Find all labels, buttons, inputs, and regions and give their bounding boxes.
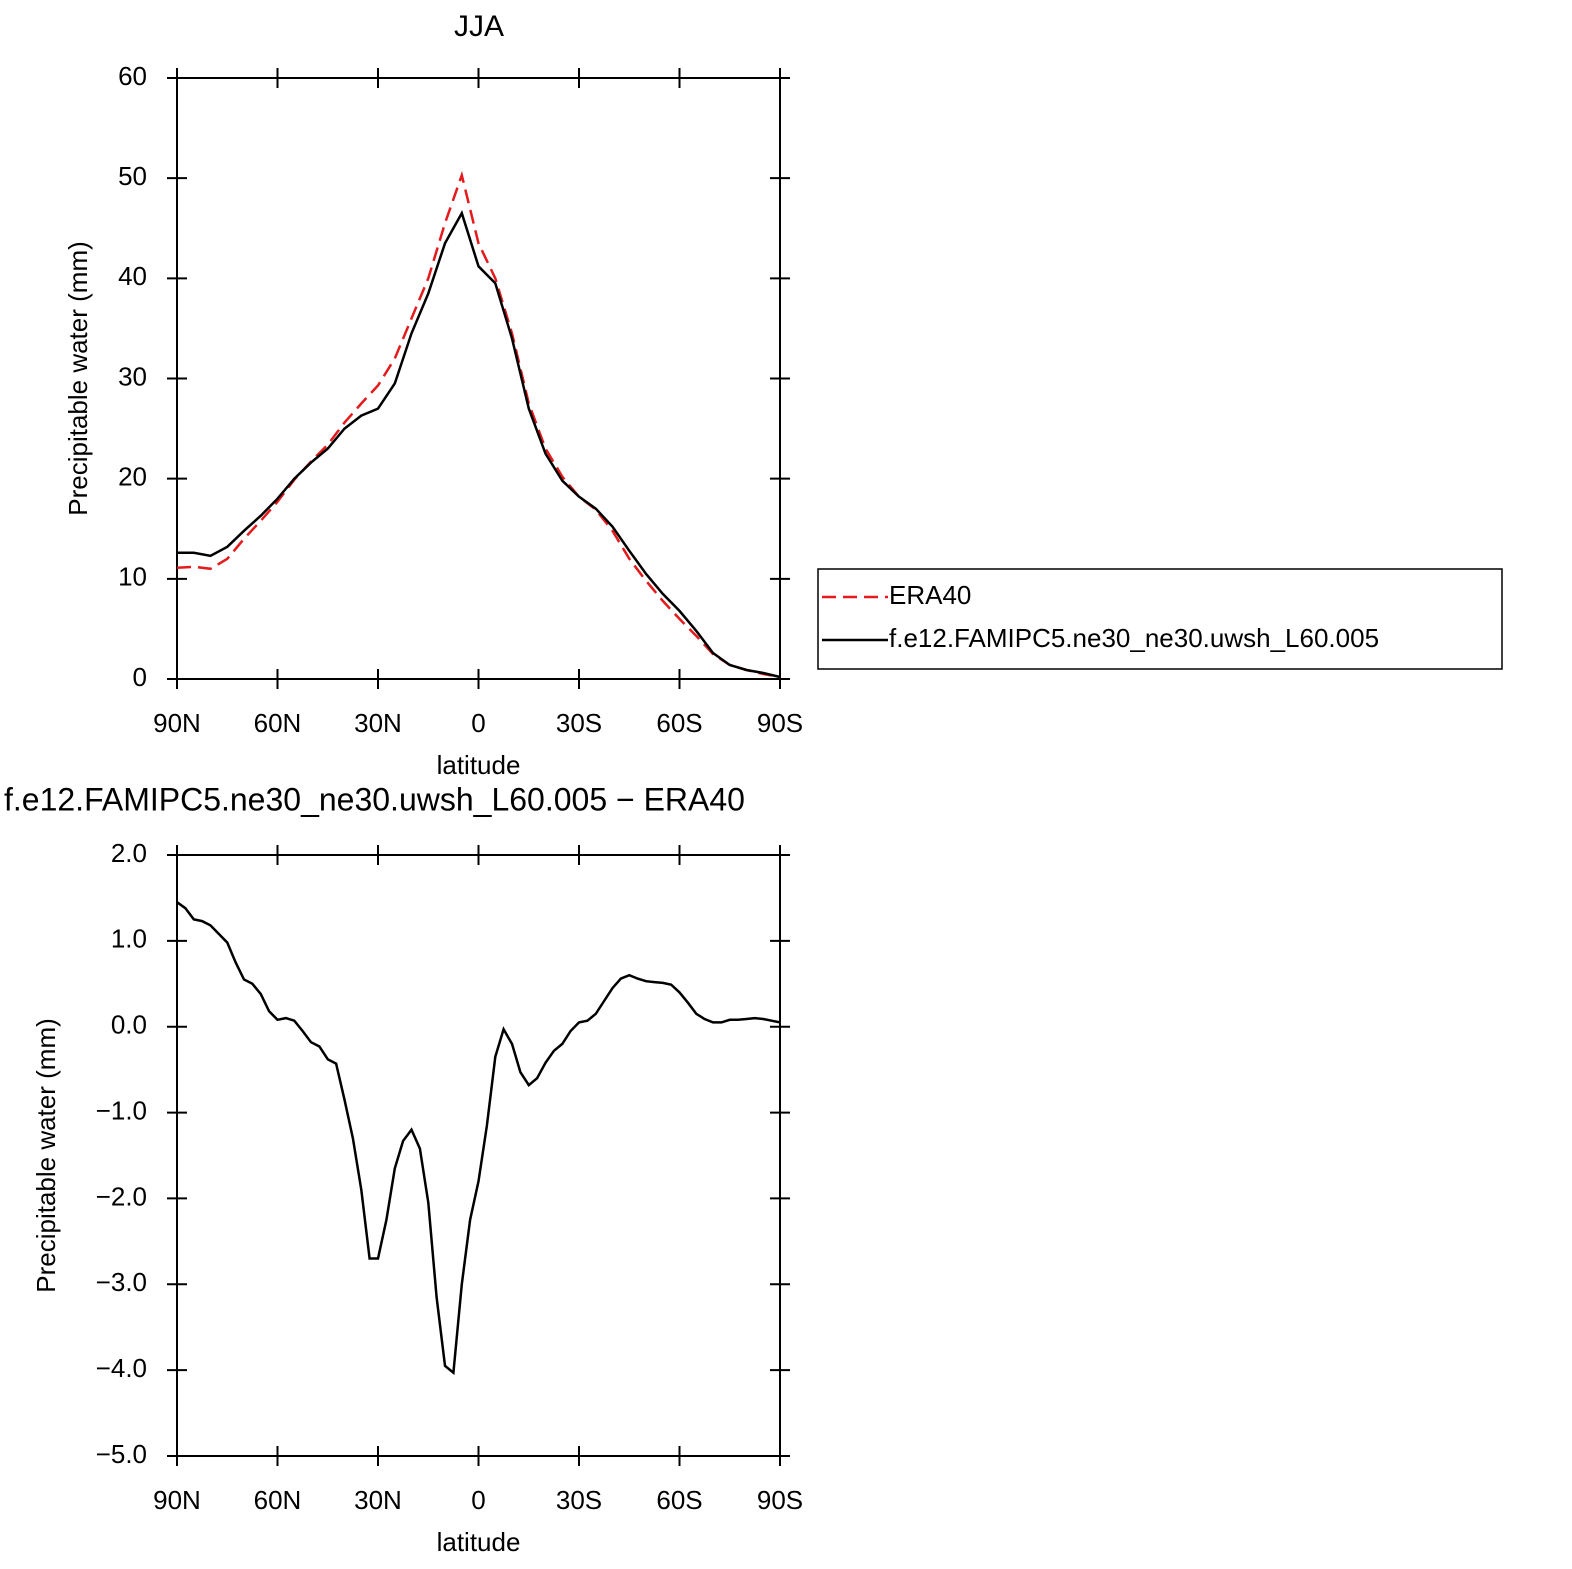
y-tick-label: 40 xyxy=(118,261,147,291)
x-tick-label: 30N xyxy=(354,708,402,738)
y-tick-label: 20 xyxy=(118,462,147,492)
legend-box xyxy=(817,568,1503,670)
x-tick-label: 90N xyxy=(153,708,201,738)
x-tick-label: 60S xyxy=(656,708,702,738)
y-axis-label: Precipitable water (mm) xyxy=(31,1018,61,1293)
y-tick-label: 1.0 xyxy=(111,924,147,954)
y-tick-label: −2.0 xyxy=(96,1181,147,1211)
x-tick-label: 30S xyxy=(556,1485,602,1515)
x-tick-label: 60N xyxy=(254,708,302,738)
y-tick-label: −4.0 xyxy=(96,1353,147,1383)
chart-title: f.e12.FAMIPC5.ne30_ne30.uwsh_L60.005 − E… xyxy=(4,781,745,817)
y-tick-label: 10 xyxy=(118,562,147,592)
y-axis-label: Precipitable water (mm) xyxy=(63,241,93,516)
x-tick-label: 60S xyxy=(656,1485,702,1515)
x-tick-label: 60N xyxy=(254,1485,302,1515)
x-tick-label: 0 xyxy=(471,708,485,738)
x-axis-label: latitude xyxy=(437,1527,521,1557)
y-tick-label: 2.0 xyxy=(111,838,147,868)
x-tick-label: 0 xyxy=(471,1485,485,1515)
x-tick-label: 90N xyxy=(153,1485,201,1515)
x-tick-label: 30S xyxy=(556,708,602,738)
y-tick-label: 50 xyxy=(118,161,147,191)
y-tick-label: −5.0 xyxy=(96,1439,147,1469)
data-line xyxy=(177,210,781,679)
plot-frame xyxy=(176,77,781,680)
data-line xyxy=(176,901,781,1376)
data-line xyxy=(176,170,781,679)
y-tick-label: 0.0 xyxy=(111,1010,147,1040)
legend-label: f.e12.FAMIPC5.ne30_ne30.uwsh_L60.005 xyxy=(889,623,1379,653)
y-tick-label: 30 xyxy=(118,361,147,391)
legend-label: ERA40 xyxy=(889,580,971,610)
y-tick-label: −3.0 xyxy=(96,1267,147,1297)
x-tick-label: 90S xyxy=(757,708,803,738)
x-tick-label: 90S xyxy=(757,1485,803,1515)
x-tick-label: 30N xyxy=(354,1485,402,1515)
y-tick-label: 60 xyxy=(118,61,147,91)
y-tick-label: 0 xyxy=(133,662,147,692)
x-axis-label: latitude xyxy=(437,750,521,780)
plot-frame xyxy=(176,854,781,1457)
legend: ERA40 f.e12.FAMIPC5.ne30_ne30.uwsh_L60.00… xyxy=(817,568,1503,670)
y-tick-label: −1.0 xyxy=(96,1095,147,1125)
chart-title: JJA xyxy=(454,10,504,43)
